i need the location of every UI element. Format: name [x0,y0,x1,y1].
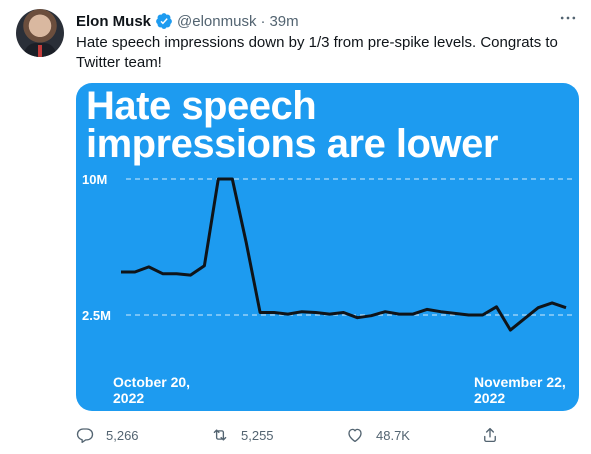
like-count: 48.7K [376,427,410,443]
y-tick-label: 2.5M [82,308,111,323]
line-chart: 10M 2.5M October 20, 2022 November 22, 2022 [82,172,574,406]
action-bar: 5,266 5,255 48.7K [76,424,576,446]
chart-title-line-2: impressions are lower [86,122,498,166]
retweet-count: 5,255 [241,427,274,443]
avatar[interactable] [16,9,64,57]
separator-dot: · [260,12,266,30]
chart-title-line-1: Hate speech [86,84,317,128]
retweet-button[interactable]: 5,255 [211,424,274,446]
reply-icon [76,428,94,444]
chart-title: Hate speech impressions are lower [86,84,576,166]
like-button[interactable]: 48.7K [346,424,410,446]
reply-button[interactable]: 5,266 [76,424,139,446]
verified-badge-icon [155,12,173,30]
share-icon [484,427,496,443]
chart-card[interactable]: Hate speech impressions are lower 10M 2.5… [76,83,579,411]
reply-count: 5,266 [106,427,139,443]
tweet-time[interactable]: 39m [269,12,299,30]
x-label-start: October 20, 2022 [113,374,190,406]
author-handle[interactable]: @elonmusk [177,12,257,30]
avatar-tie [38,45,42,57]
tweet-text: Hate speech impressions down by 1/3 from… [76,34,558,71]
y-tick-label: 10M [82,172,107,187]
author-name[interactable]: Elon Musk [76,12,152,30]
tweet-header: Elon Musk @elonmusk · 39m [76,11,299,31]
series-line [121,177,567,332]
share-button[interactable] [481,424,511,446]
retweet-icon [213,429,227,441]
more-horizontal-icon[interactable] [556,8,580,28]
x-label-end: November 22, 2022 [474,374,566,406]
like-icon [348,428,362,443]
